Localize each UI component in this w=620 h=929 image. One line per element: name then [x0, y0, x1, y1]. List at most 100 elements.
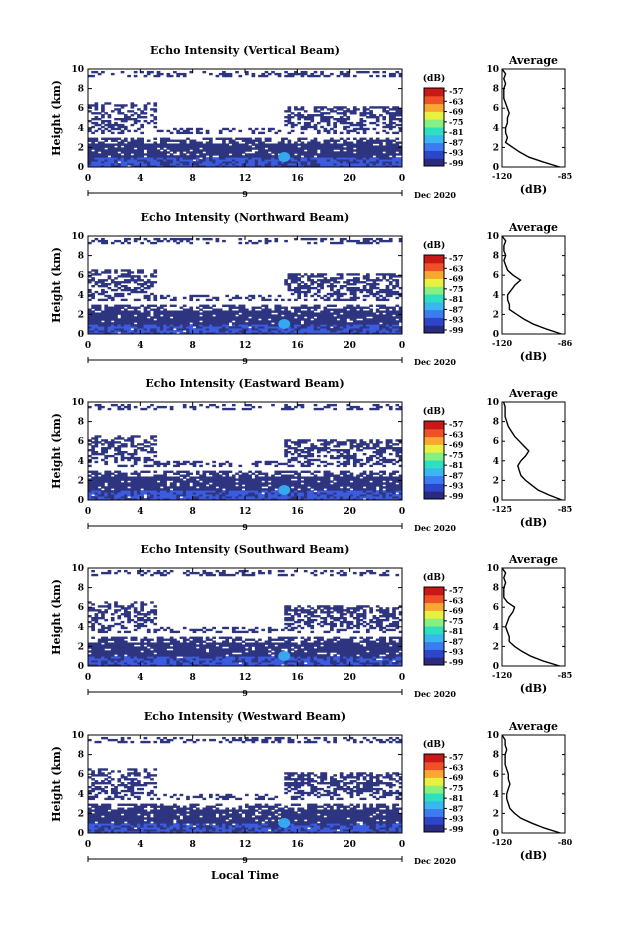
echo-cell	[372, 286, 377, 290]
echo-cell	[209, 157, 213, 160]
echo-cell	[323, 472, 328, 475]
echo-cell	[173, 332, 177, 335]
echo-cell	[107, 498, 112, 501]
echo-cell	[366, 161, 370, 164]
echo-cell	[300, 316, 305, 319]
echo-cell	[91, 316, 95, 319]
echo-cell	[294, 114, 298, 117]
echo-cell	[137, 476, 141, 479]
colorbar-segment	[424, 150, 444, 159]
echo-cell	[150, 119, 154, 123]
echo-cell	[173, 310, 177, 313]
echo-cell	[127, 273, 131, 276]
echo-cell	[369, 283, 373, 286]
echo-cell	[143, 294, 148, 298]
echo-cell	[251, 478, 256, 481]
echo-cell	[166, 322, 171, 325]
echo-cell	[372, 482, 377, 485]
echo-cell	[375, 332, 380, 335]
echo-cell	[372, 283, 377, 286]
echo-cell	[146, 139, 151, 142]
echo-cell	[395, 285, 400, 288]
echo-cell	[205, 328, 210, 331]
echo-cell	[382, 492, 387, 495]
echo-cell	[274, 151, 279, 154]
echo-cell	[369, 112, 373, 115]
echo-cell	[182, 470, 187, 473]
echo-cell	[369, 486, 373, 489]
echo-cell	[120, 161, 125, 164]
echo-cell	[114, 324, 118, 327]
echo-cell	[120, 486, 125, 489]
echo-cell	[359, 316, 364, 319]
echo-cell	[133, 476, 138, 479]
echo-cell	[176, 326, 180, 329]
echo-cell	[101, 474, 105, 477]
echo-cell	[323, 316, 328, 319]
echo-cell	[150, 308, 154, 311]
echo-cell	[189, 332, 194, 335]
echo-cell	[104, 283, 109, 286]
echo-cell	[388, 492, 393, 495]
echo-cell	[382, 482, 387, 485]
echo-cell	[123, 237, 128, 241]
echo-cell	[88, 241, 92, 245]
echo-cell	[379, 320, 383, 323]
echo-cell	[320, 118, 324, 121]
echo-cell	[330, 496, 334, 499]
echo-cell	[140, 153, 145, 156]
echo-cell	[137, 269, 141, 272]
echo-cell	[202, 159, 207, 162]
echo-cell	[330, 143, 334, 146]
echo-cell	[267, 328, 272, 331]
echo-cell	[218, 131, 223, 135]
echo-cell	[369, 74, 373, 78]
echo-cell	[173, 330, 177, 333]
echo-cell	[202, 482, 207, 485]
echo-cell	[280, 149, 285, 152]
echo-cell	[395, 145, 400, 148]
echo-cell	[379, 484, 383, 487]
echo-cell	[101, 480, 105, 483]
echo-cell	[284, 482, 288, 485]
echo-cell	[123, 143, 128, 146]
echo-cell	[254, 484, 259, 487]
echo-cell	[310, 149, 315, 152]
echo-cell	[137, 108, 141, 111]
echo-cell	[107, 153, 112, 156]
echo-cell	[303, 70, 308, 74]
echo-cell	[195, 147, 200, 150]
echo-cell	[143, 482, 148, 485]
echo-cell	[97, 147, 102, 150]
echo-cell	[212, 480, 216, 483]
echo-cell	[320, 482, 324, 485]
echo-cell	[287, 275, 292, 278]
echo-cell	[225, 482, 230, 485]
echo-cell	[120, 492, 125, 495]
echo-cell	[114, 149, 118, 152]
echo-cell	[218, 492, 223, 495]
echo-cell	[245, 70, 249, 74]
xtick-label: 20	[343, 341, 356, 351]
echo-cell	[173, 139, 177, 142]
echo-cell	[241, 328, 246, 331]
echo-cell	[310, 332, 315, 335]
echo-cell	[264, 322, 269, 325]
echo-cell	[349, 151, 354, 154]
echo-cell	[238, 480, 243, 483]
echo-cell	[258, 494, 262, 497]
echo-cell	[372, 478, 377, 481]
echo-cell	[159, 153, 164, 156]
echo-cell	[343, 310, 347, 313]
echo-cell	[114, 480, 118, 483]
echo-cell	[182, 308, 187, 311]
echo-cell	[245, 72, 249, 76]
echo-cell	[156, 490, 161, 493]
echo-cell	[143, 316, 148, 319]
echo-cell	[218, 488, 223, 491]
echo-cell	[169, 314, 174, 317]
echo-cell	[385, 322, 390, 325]
echo-cell	[104, 310, 109, 313]
echo-cell	[343, 112, 347, 115]
echo-cell	[146, 328, 151, 331]
